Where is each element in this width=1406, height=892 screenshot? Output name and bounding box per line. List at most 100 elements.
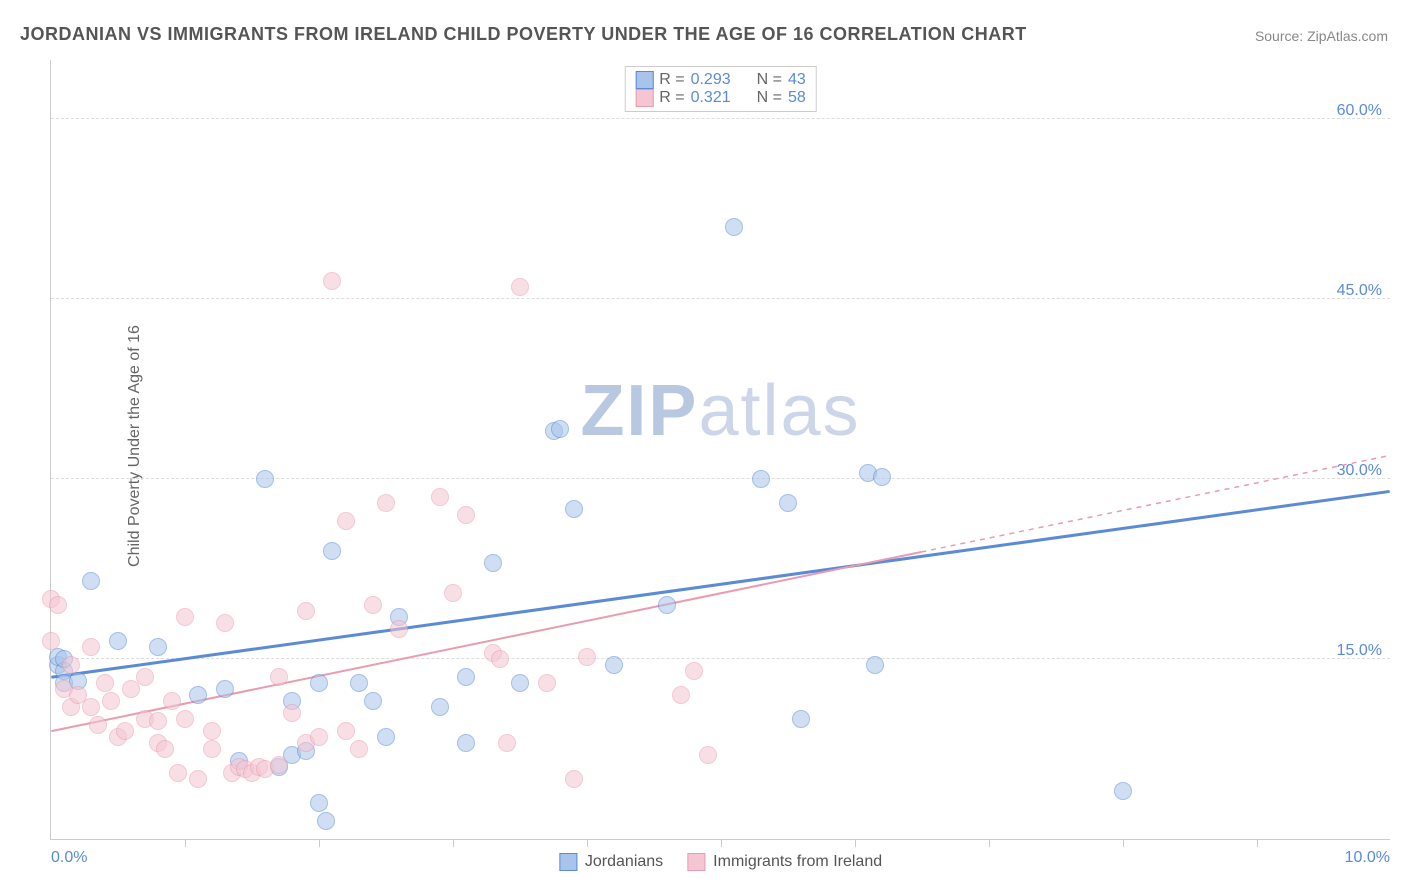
data-point	[82, 572, 100, 590]
stats-row: R =0.321N =58	[635, 89, 806, 107]
data-point	[283, 704, 301, 722]
data-point	[866, 656, 884, 674]
gridline-h	[51, 118, 1390, 119]
data-point	[350, 674, 368, 692]
data-point	[565, 500, 583, 518]
data-point	[96, 674, 114, 692]
series-swatch	[687, 853, 705, 871]
data-point	[310, 794, 328, 812]
data-point	[256, 470, 274, 488]
data-point	[565, 770, 583, 788]
data-point	[163, 692, 181, 710]
scatter-chart: ZIPatlas 0.0% 10.0% 15.0%30.0%45.0%60.0%…	[50, 60, 1390, 840]
data-point	[216, 614, 234, 632]
gridline-h	[51, 658, 1390, 659]
data-point	[149, 712, 167, 730]
data-point	[350, 740, 368, 758]
data-point	[337, 722, 355, 740]
legend-item: Immigrants from Ireland	[687, 853, 882, 871]
y-tick-label: 15.0%	[1337, 642, 1382, 660]
source-label: Source: ZipAtlas.com	[1255, 28, 1388, 44]
data-point	[156, 740, 174, 758]
data-point	[136, 668, 154, 686]
data-point	[189, 686, 207, 704]
x-tick	[855, 839, 856, 847]
data-point	[551, 420, 569, 438]
data-point	[42, 632, 60, 650]
data-point	[685, 662, 703, 680]
y-tick-label: 60.0%	[1337, 102, 1382, 120]
data-point	[511, 674, 529, 692]
data-point	[189, 770, 207, 788]
data-point	[82, 698, 100, 716]
data-point	[203, 740, 221, 758]
x-tick	[1123, 839, 1124, 847]
data-point	[203, 722, 221, 740]
data-point	[323, 272, 341, 290]
data-point	[491, 650, 509, 668]
data-point	[792, 710, 810, 728]
data-point	[89, 716, 107, 734]
watermark: ZIPatlas	[580, 370, 860, 452]
trend-lines	[51, 60, 1390, 839]
gridline-h	[51, 298, 1390, 299]
x-tick	[721, 839, 722, 847]
data-point	[484, 554, 502, 572]
series-legend: Jordanians Immigrants from Ireland	[559, 853, 882, 871]
data-point	[444, 584, 462, 602]
data-point	[377, 494, 395, 512]
series-swatch	[559, 853, 577, 871]
data-point	[310, 728, 328, 746]
data-point	[102, 692, 120, 710]
data-point	[323, 542, 341, 560]
data-point	[699, 746, 717, 764]
data-point	[377, 728, 395, 746]
y-tick-label: 30.0%	[1337, 462, 1382, 480]
data-point	[82, 638, 100, 656]
data-point	[431, 698, 449, 716]
x-tick	[319, 839, 320, 847]
data-point	[62, 656, 80, 674]
data-point	[873, 468, 891, 486]
x-tick	[185, 839, 186, 847]
chart-container: JORDANIAN VS IMMIGRANTS FROM IRELAND CHI…	[0, 0, 1406, 892]
stats-row: R =0.293N =43	[635, 71, 806, 89]
data-point	[49, 596, 67, 614]
data-point	[672, 686, 690, 704]
x-axis-max-label: 10.0%	[1345, 849, 1390, 867]
data-point	[605, 656, 623, 674]
data-point	[364, 596, 382, 614]
stats-legend: R =0.293N =43R =0.321N =58	[624, 66, 817, 112]
legend-item: Jordanians	[559, 853, 663, 871]
data-point	[1114, 782, 1132, 800]
series-swatch	[635, 89, 653, 107]
x-axis-min-label: 0.0%	[51, 849, 87, 867]
data-point	[364, 692, 382, 710]
data-point	[109, 632, 127, 650]
data-point	[457, 506, 475, 524]
data-point	[216, 680, 234, 698]
data-point	[297, 602, 315, 620]
gridline-h	[51, 478, 1390, 479]
data-point	[270, 756, 288, 774]
data-point	[457, 734, 475, 752]
series-swatch	[635, 71, 653, 89]
data-point	[176, 608, 194, 626]
data-point	[310, 674, 328, 692]
data-point	[498, 734, 516, 752]
x-tick	[453, 839, 454, 847]
data-point	[578, 648, 596, 666]
data-point	[390, 620, 408, 638]
y-tick-label: 45.0%	[1337, 282, 1382, 300]
data-point	[270, 668, 288, 686]
data-point	[337, 512, 355, 530]
data-point	[176, 710, 194, 728]
data-point	[457, 668, 475, 686]
data-point	[511, 278, 529, 296]
data-point	[752, 470, 770, 488]
legend-label: Jordanians	[585, 853, 663, 871]
x-tick	[1257, 839, 1258, 847]
data-point	[149, 638, 167, 656]
data-point	[658, 596, 676, 614]
data-point	[116, 722, 134, 740]
